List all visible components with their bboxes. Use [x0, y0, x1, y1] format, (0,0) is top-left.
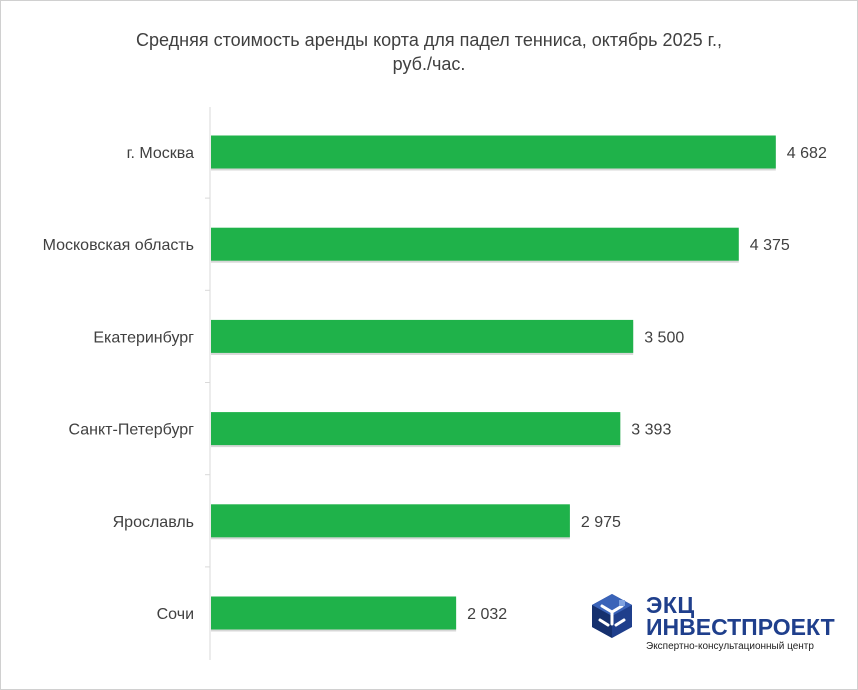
chart-title-line-1: Средняя стоимость аренды корта для падел…	[136, 30, 722, 50]
chart-title: Средняя стоимость аренды корта для падел…	[0, 28, 858, 76]
bar	[211, 319, 634, 353]
value-label: 2 975	[581, 514, 621, 531]
bar	[211, 412, 621, 446]
value-label: 4 375	[750, 237, 790, 254]
logo-cube-icon	[592, 594, 632, 638]
bar	[211, 596, 457, 630]
chart-title-line-2: руб./час.	[392, 54, 466, 74]
value-label: 2 032	[467, 606, 507, 623]
bar	[211, 227, 739, 261]
logo-text-line-3: Экспертно-консультационный центр	[646, 641, 814, 652]
category-label: г. Москва	[127, 145, 195, 162]
category-label: Сочи	[157, 606, 194, 623]
logo-text-line-2: ИНВЕСТПРОЕКТ	[646, 614, 835, 640]
company-logo: ЭКЦ ИНВЕСТПРОЕКТ Экспертно-консультацион…	[588, 592, 838, 662]
value-label: 4 682	[787, 145, 827, 162]
category-label: Санкт-Петербург	[69, 422, 195, 439]
category-label: Московская область	[43, 237, 194, 254]
bar	[211, 135, 776, 169]
value-label: 3 500	[644, 329, 684, 346]
category-label: Екатеринбург	[93, 329, 194, 346]
logo-text-line-1: ЭКЦ	[646, 592, 695, 618]
category-label: Ярославль	[113, 514, 194, 531]
bar	[211, 504, 570, 538]
value-label: 3 393	[631, 422, 671, 439]
